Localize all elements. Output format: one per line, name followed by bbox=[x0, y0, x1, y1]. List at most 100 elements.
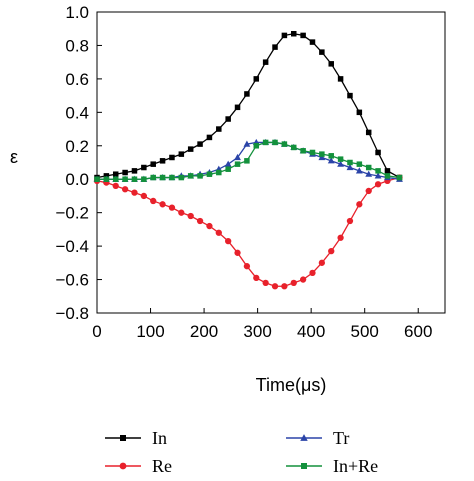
data-point-re bbox=[374, 181, 382, 188]
x-tick-label: 300 bbox=[243, 322, 271, 341]
data-point-in-re bbox=[253, 143, 260, 149]
x-tick-label: 600 bbox=[404, 322, 432, 341]
legend-label: Re bbox=[152, 456, 172, 476]
legend: In Re Tr In+Re bbox=[105, 428, 378, 476]
legend-marker bbox=[120, 435, 126, 441]
data-point-in bbox=[187, 146, 194, 152]
data-point-in-re bbox=[347, 159, 353, 166]
data-point-in-re bbox=[384, 173, 391, 179]
data-point-re bbox=[178, 209, 185, 216]
data-point-in-re bbox=[216, 169, 222, 176]
data-point-in bbox=[300, 32, 306, 39]
x-tick-label: 400 bbox=[297, 322, 325, 341]
data-point-in bbox=[384, 168, 391, 174]
data-point-in bbox=[365, 129, 372, 136]
data-point-tr bbox=[365, 170, 373, 177]
data-point-in-re bbox=[300, 148, 306, 154]
data-point-in-re bbox=[103, 176, 110, 182]
y-tick-label: 0.8 bbox=[65, 36, 89, 55]
data-point-tr bbox=[337, 160, 345, 167]
data-point-in bbox=[253, 76, 260, 82]
data-point-in-re bbox=[206, 171, 213, 177]
data-point-in bbox=[337, 76, 344, 82]
data-point-in-re bbox=[187, 173, 194, 179]
legend-item-in: In bbox=[105, 428, 167, 448]
legend-label: In+Re bbox=[333, 456, 378, 476]
data-point-in bbox=[169, 154, 175, 161]
data-point-in bbox=[347, 92, 353, 99]
series-re bbox=[93, 174, 403, 290]
data-point-in bbox=[244, 91, 250, 97]
data-point-re bbox=[131, 189, 138, 196]
data-point-re bbox=[356, 201, 363, 208]
data-point-in-re bbox=[244, 158, 250, 164]
data-point-tr bbox=[234, 153, 241, 161]
data-point-re bbox=[328, 247, 335, 255]
data-point-in-re bbox=[141, 176, 147, 182]
plot-frame bbox=[96, 11, 446, 314]
x-tick-label: 0 bbox=[92, 322, 101, 341]
data-point-in-re bbox=[150, 174, 156, 181]
data-point-re bbox=[318, 259, 326, 266]
data-point-in bbox=[150, 161, 156, 167]
data-point-re bbox=[290, 279, 297, 287]
data-point-re bbox=[225, 237, 232, 245]
data-point-in-re bbox=[112, 176, 119, 182]
data-point-in-re bbox=[356, 161, 363, 167]
data-point-re bbox=[346, 217, 354, 225]
series-in-re bbox=[94, 139, 403, 182]
data-point-in bbox=[141, 164, 147, 171]
data-point-re bbox=[309, 269, 316, 277]
y-tick-label: 0.6 bbox=[65, 70, 89, 89]
legend-label: Tr bbox=[333, 428, 349, 448]
data-point-in bbox=[356, 109, 363, 116]
data-point-in bbox=[262, 59, 269, 65]
data-point-in bbox=[328, 61, 334, 67]
data-point-in bbox=[197, 141, 203, 147]
data-point-tr bbox=[374, 172, 382, 179]
data-point-re bbox=[112, 182, 119, 190]
series-line-in bbox=[96, 33, 400, 179]
legend-marker bbox=[119, 462, 127, 470]
y-tick-label: −0.4 bbox=[55, 237, 89, 256]
data-point-re bbox=[271, 283, 279, 290]
data-point-re bbox=[365, 187, 372, 195]
data-point-in bbox=[225, 116, 231, 122]
y-tick-label: 0.2 bbox=[65, 137, 89, 156]
data-point-tr bbox=[243, 140, 251, 147]
data-point-in bbox=[272, 44, 278, 50]
data-point-re bbox=[206, 222, 213, 230]
data-point-re bbox=[168, 204, 176, 211]
data-point-re bbox=[150, 197, 157, 205]
data-point-in-re bbox=[197, 173, 203, 179]
data-point-tr bbox=[346, 163, 354, 171]
data-point-in-re bbox=[169, 174, 175, 181]
data-point-re bbox=[281, 283, 288, 290]
data-point-in-re bbox=[396, 174, 403, 181]
data-point-in-re bbox=[94, 176, 100, 182]
x-axis-title: Time(μs) bbox=[256, 375, 327, 395]
data-point-in bbox=[291, 30, 297, 37]
legend-item-tr: Tr bbox=[286, 428, 349, 448]
data-point-re bbox=[243, 263, 251, 270]
data-point-in bbox=[131, 168, 138, 174]
x-tick-label: 200 bbox=[190, 322, 218, 341]
y-tick-label: 1.0 bbox=[65, 3, 89, 22]
data-point-re bbox=[299, 276, 307, 283]
data-point-re bbox=[140, 192, 147, 200]
data-point-tr bbox=[327, 157, 335, 164]
data-point-re bbox=[159, 201, 166, 208]
data-point-in-re bbox=[375, 168, 381, 174]
data-point-in-re bbox=[337, 156, 344, 162]
data-point-in-re bbox=[365, 164, 372, 171]
y-tick-label: −0.2 bbox=[55, 204, 89, 223]
legend-item-re: Re bbox=[105, 456, 172, 476]
y-tick-label: 0.0 bbox=[65, 170, 89, 189]
legend-marker bbox=[300, 434, 308, 441]
data-point-re bbox=[196, 217, 204, 225]
data-point-tr bbox=[224, 160, 232, 167]
data-point-in bbox=[112, 171, 119, 177]
data-point-in bbox=[122, 169, 128, 176]
data-point-in-re bbox=[178, 174, 185, 181]
